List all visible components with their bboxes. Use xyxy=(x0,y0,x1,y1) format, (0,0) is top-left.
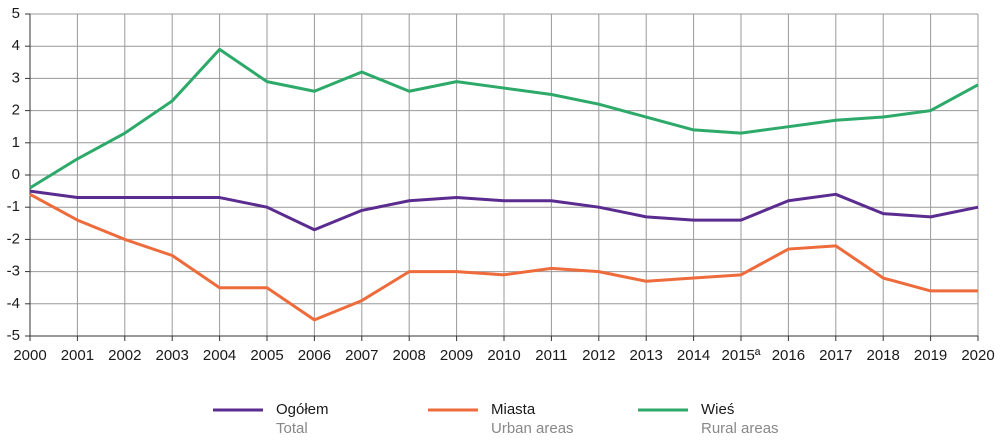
x-tick-label: 2017 xyxy=(819,347,852,364)
y-tick-label: 0 xyxy=(12,166,20,183)
legend-label: Wieś xyxy=(701,401,734,418)
x-tick-label: 2018 xyxy=(867,347,900,364)
x-tick-label: 2009 xyxy=(440,347,473,364)
x-tick-label: 2019 xyxy=(914,347,947,364)
legend-label-en: Rural areas xyxy=(701,420,779,436)
series-line xyxy=(29,189,979,232)
legend-label-en: Total xyxy=(276,420,308,436)
x-tick-label: 2013 xyxy=(630,347,663,364)
series-line xyxy=(29,47,979,190)
y-tick-label: 3 xyxy=(12,69,20,86)
x-tick-label: 2014 xyxy=(677,347,710,364)
x-tick-label: 2011 xyxy=(535,347,567,364)
series-line xyxy=(29,193,978,322)
y-tick-label: -1 xyxy=(7,198,20,215)
x-tick-label: 2000 xyxy=(13,347,46,364)
x-tick-label: 2012 xyxy=(582,347,615,364)
x-tick-label: 2015ª xyxy=(722,347,761,364)
x-tick-label: 2005 xyxy=(250,347,283,364)
y-tick-label: 1 xyxy=(12,134,20,151)
x-tick-label: 2007 xyxy=(345,347,378,364)
y-tick-label: -5 xyxy=(7,327,20,344)
y-tick-label: -3 xyxy=(7,263,20,280)
y-tick-label: -4 xyxy=(7,295,20,312)
x-tick-label: 2020 xyxy=(961,347,994,364)
legend-label: Miasta xyxy=(491,401,536,418)
x-tick-label: 2006 xyxy=(298,347,331,364)
x-tick-label: 2002 xyxy=(108,347,141,364)
x-tick-label: 2008 xyxy=(393,347,426,364)
x-tick-label: 2003 xyxy=(156,347,189,364)
y-tick-label: 5 xyxy=(12,5,20,22)
legend-label-en: Urban areas xyxy=(491,420,574,436)
legend-label: Ogółem xyxy=(276,401,329,418)
y-tick-label: 2 xyxy=(12,102,20,119)
x-tick-label: 2016 xyxy=(772,347,805,364)
x-tick-label: 2010 xyxy=(487,347,520,364)
y-tick-label: 4 xyxy=(12,37,20,54)
x-tick-label: 2004 xyxy=(203,347,236,364)
x-tick-label: 2001 xyxy=(61,347,94,364)
y-tick-label: -2 xyxy=(7,230,20,247)
